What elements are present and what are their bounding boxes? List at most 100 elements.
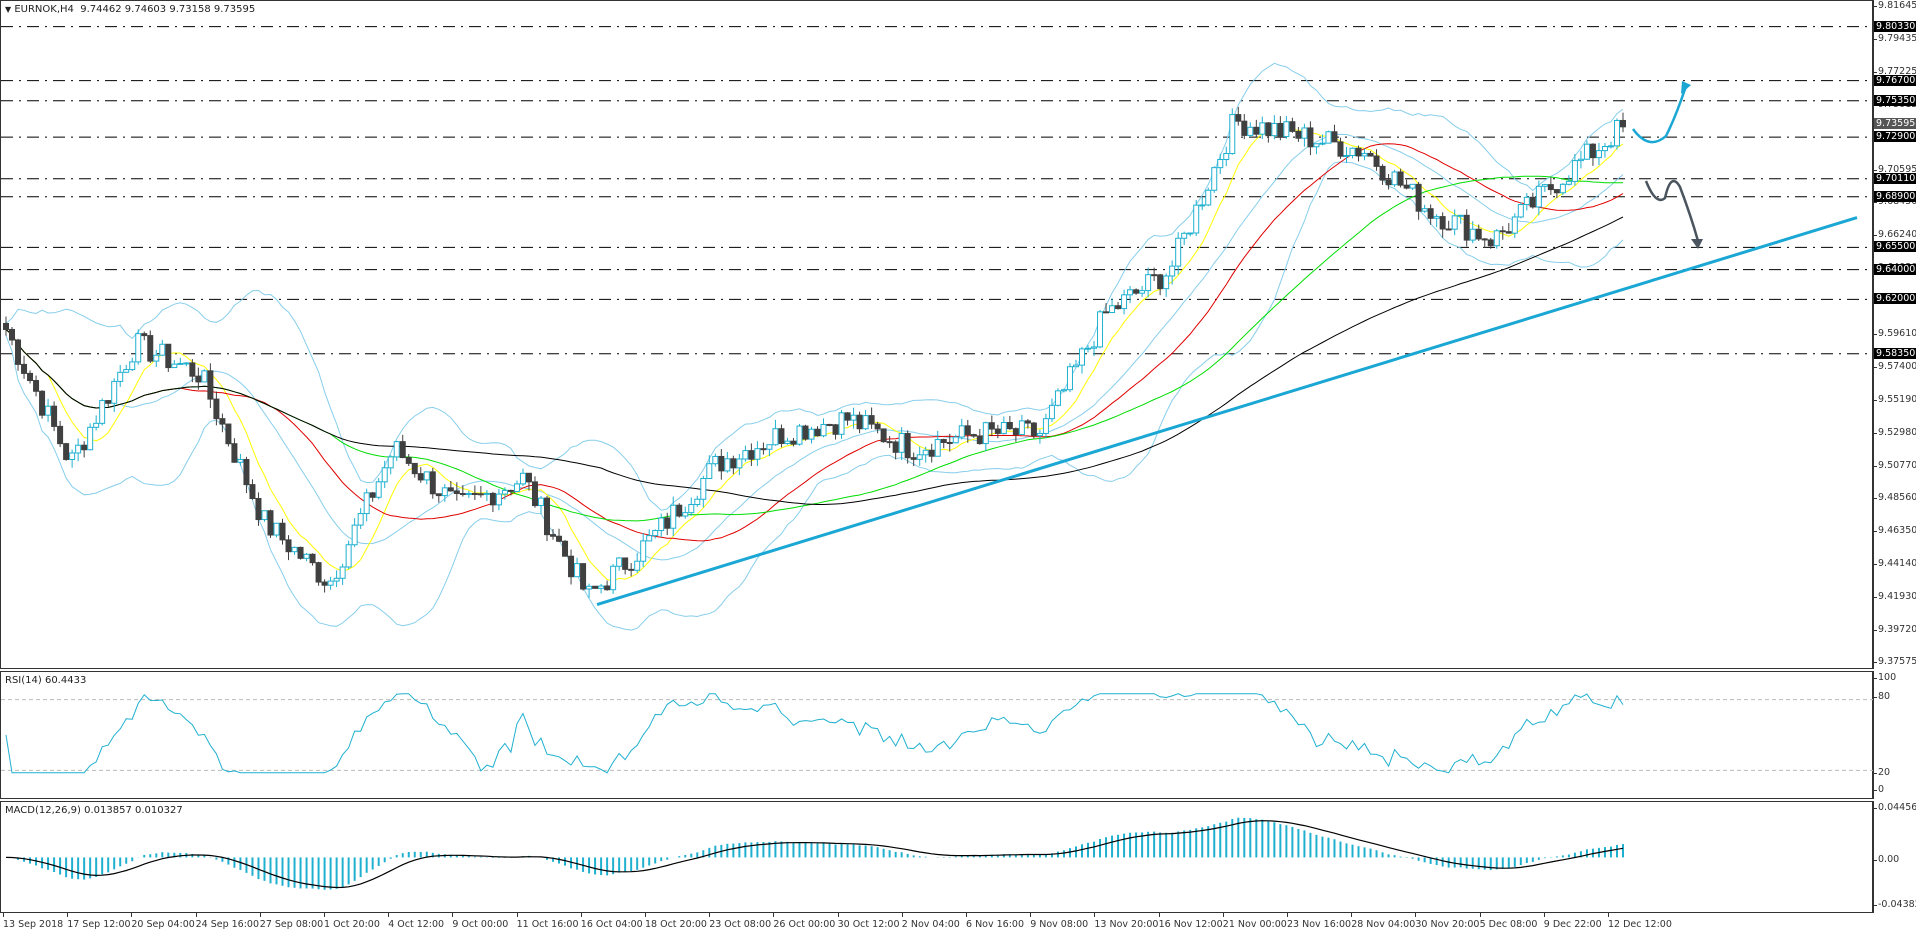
time-axis[interactable]: 13 Sep 2018 17 Sep 12:00 20 Sep 04:00 24 Se… (0, 913, 1873, 936)
candle (435, 493, 442, 497)
candle (1499, 230, 1506, 233)
price-tick: 9.52980 (1873, 426, 1916, 438)
candle (111, 380, 118, 404)
price-tick: 9.59610 (1873, 328, 1916, 339)
candle (562, 540, 569, 557)
candle (1613, 119, 1620, 147)
candle (171, 363, 178, 369)
candle (1511, 216, 1518, 234)
candle (219, 418, 226, 425)
candle (81, 444, 88, 451)
price-tick: 9.46350 (1873, 525, 1916, 537)
bollinger-upper (5, 62, 1624, 511)
candle (610, 565, 617, 591)
candle (1529, 196, 1536, 208)
candle (1199, 204, 1206, 207)
candle (586, 585, 593, 590)
candle (489, 492, 496, 506)
candle (1541, 184, 1548, 187)
candle (718, 455, 725, 472)
macd-pane[interactable]: MACD(12,26,9) 0.013857 0.010327 (0, 801, 1873, 913)
time-label: 30 Oct 12:00 (837, 913, 900, 930)
time-label: 26 Oct 00:00 (773, 913, 836, 930)
time-label: 12 Dec 12:00 (1608, 913, 1672, 930)
candle (201, 370, 208, 383)
candle (327, 580, 334, 586)
candle (75, 444, 82, 454)
candle (465, 493, 472, 496)
candle (1181, 232, 1188, 239)
candle (1487, 239, 1494, 247)
candle (1607, 145, 1614, 148)
candle (658, 517, 665, 532)
candle (93, 422, 100, 428)
symbol-label: EURNOK,H4 (14, 4, 74, 15)
candle (928, 449, 935, 457)
macd-canvas (5, 817, 1624, 890)
candle (1271, 122, 1278, 137)
candle (1042, 418, 1049, 434)
time-label: 1 Oct 20:00 (324, 913, 380, 930)
price-tick: 9.70595 (1873, 164, 1916, 176)
candle (381, 467, 388, 483)
candle (447, 487, 454, 492)
candle (1481, 238, 1488, 241)
candle (1157, 274, 1164, 290)
candle (237, 459, 244, 463)
price-scale[interactable]: 9.816459.794359.772259.750159.705959.684… (1873, 0, 1916, 669)
time-label: 23 Oct 08:00 (709, 913, 772, 930)
time-label: 24 Sep 16:00 (195, 913, 260, 930)
candle (39, 390, 46, 416)
arrow-head-up-icon (1681, 81, 1691, 94)
candle (994, 428, 1001, 434)
candle (820, 423, 827, 437)
candle (285, 539, 292, 553)
candle (628, 568, 635, 571)
candle (453, 490, 460, 494)
candle (622, 557, 629, 570)
time-label: 2 Nov 04:00 (901, 913, 960, 930)
candle (682, 512, 689, 517)
candle (1265, 122, 1272, 137)
candle (826, 423, 833, 426)
candle (1469, 228, 1476, 241)
candle (1595, 150, 1602, 159)
rsi-tick-100: 100 (1873, 672, 1897, 683)
time-label: 9 Nov 08:00 (1030, 913, 1089, 930)
candle (1373, 155, 1380, 167)
candle (303, 553, 310, 559)
candle (832, 424, 839, 435)
candle (736, 458, 743, 469)
candle (1187, 232, 1194, 235)
rsi-pane[interactable]: RSI(14) 60.4433 (0, 671, 1873, 799)
candle (1139, 290, 1146, 294)
candle (952, 436, 959, 444)
candle (856, 414, 863, 430)
candle (940, 439, 947, 443)
candle (694, 498, 701, 506)
candle (880, 428, 887, 443)
time-label: 21 Nov 00:00 (1222, 913, 1287, 930)
price-tick: 9.37575 (1873, 656, 1916, 667)
candle (135, 333, 142, 363)
candle (27, 372, 34, 382)
rsi-scale: 100 80 20 0 (1873, 671, 1916, 799)
candle (808, 428, 815, 440)
price-tick: 9.66240 (1873, 229, 1916, 241)
candle (1229, 114, 1236, 155)
candle (1054, 390, 1061, 406)
time-label: 20 Sep 04:00 (131, 913, 195, 930)
rsi-line (5, 693, 1624, 774)
price-tick: 9.77225 (1873, 65, 1916, 77)
candle (652, 530, 659, 537)
price-pane[interactable]: ▼ EURNOK,H4 9.74462 9.74603 9.73158 9.73… (0, 0, 1873, 669)
collapse-triangle-icon[interactable]: ▼ (5, 5, 12, 14)
candle (886, 441, 893, 444)
candle (712, 455, 719, 465)
level-price-label: 9.58350 (1874, 347, 1916, 359)
candle (598, 585, 605, 589)
candle (1211, 167, 1218, 191)
candle (177, 362, 184, 365)
candle (1018, 420, 1025, 436)
candle (531, 481, 538, 507)
